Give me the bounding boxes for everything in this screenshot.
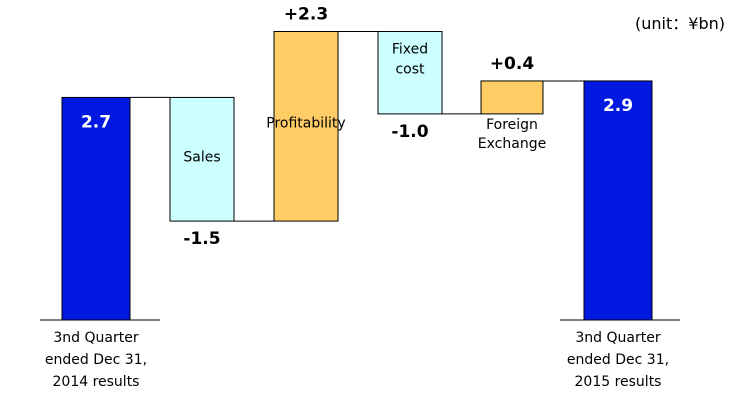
category-label-4-1: Exchange	[478, 136, 546, 152]
value-label-3: -1.0	[391, 122, 428, 142]
bar-1	[169, 96, 235, 222]
category-label-1-0: Sales	[183, 149, 220, 165]
unit-label: (unit：¥bn)	[635, 14, 725, 33]
category-label-0-1: ended Dec 31,	[45, 352, 147, 368]
category-label-3-0: Fixed	[392, 41, 428, 57]
bar-0	[61, 96, 131, 321]
category-label-0-0: 3nd Quarter	[53, 330, 138, 346]
value-label-2: +2.3	[284, 4, 328, 24]
value-label-1: -1.5	[183, 229, 220, 249]
category-label-5-1: ended Dec 31,	[567, 352, 669, 368]
bar-2	[273, 30, 339, 222]
category-label-3-1: cost	[395, 61, 425, 77]
bar-3	[377, 30, 443, 115]
category-label-2-0: Profitability	[266, 115, 345, 131]
value-label-5: 2.9	[603, 96, 633, 116]
category-label-5-2: 2015 results	[575, 374, 662, 390]
category-label-0-2: 2014 results	[53, 374, 140, 390]
value-label-0: 2.7	[81, 112, 111, 132]
bar-5	[583, 80, 653, 321]
category-label-5-0: 3nd Quarter	[575, 330, 660, 346]
value-label-4: +0.4	[490, 54, 535, 74]
category-label-4-0: Foreign	[486, 117, 538, 133]
bar-4	[480, 80, 544, 115]
